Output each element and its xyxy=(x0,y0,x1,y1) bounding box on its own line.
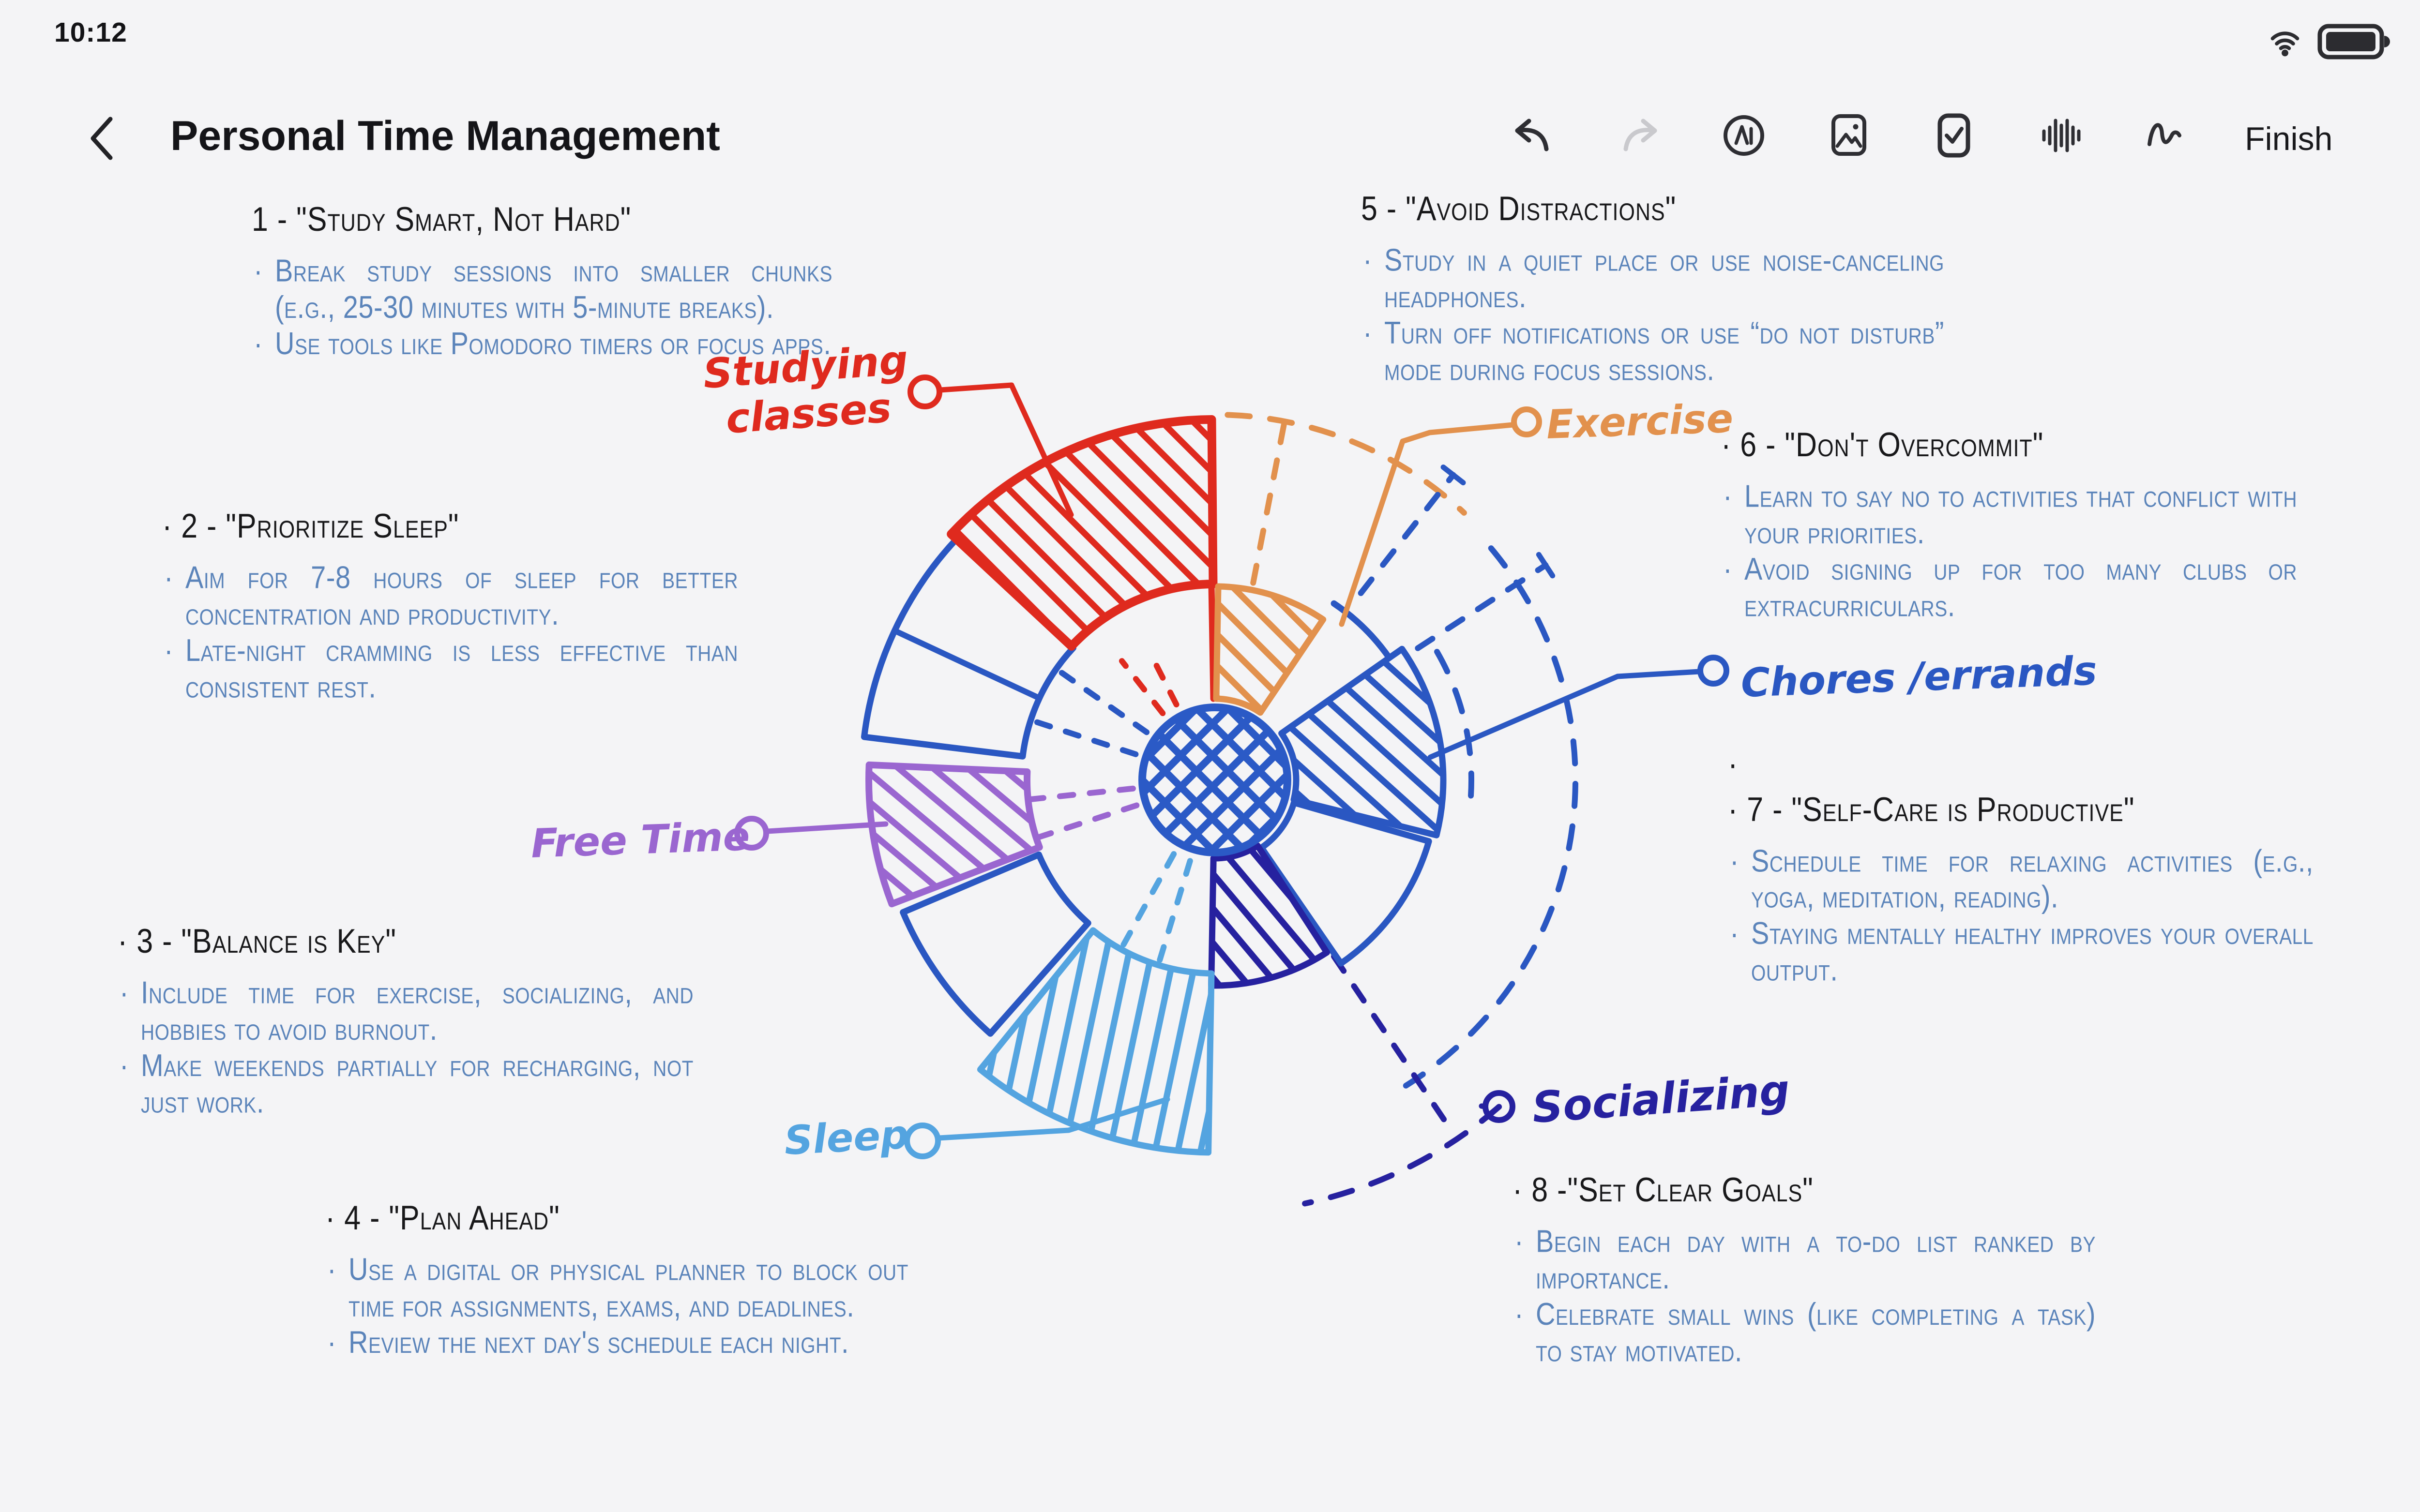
note-bullet: Late-night cramming is less effective th… xyxy=(162,632,738,705)
note-bullet: Aim for 7-8 hours of sleep for better co… xyxy=(162,559,738,632)
ai-assistant-icon[interactable] xyxy=(1721,112,1767,159)
wedge-chores-errands xyxy=(1278,645,1447,838)
dashed-arc xyxy=(1302,1104,1502,1207)
page-title: Personal Time Management xyxy=(170,113,720,159)
empty-sector-outline xyxy=(861,536,1076,760)
dashed-arc xyxy=(1403,545,1578,1089)
solid-arc xyxy=(1331,600,1392,661)
label-socializing: Socializing xyxy=(1530,1065,1791,1133)
note-heading: 1 - "Study Smart, Not Hard" xyxy=(252,200,632,239)
note-plan-ahead: · 4 - "Plan Ahead" Use a digital or phys… xyxy=(325,1198,908,1361)
solid-radial xyxy=(1208,581,1217,702)
sector-divider xyxy=(892,628,1043,701)
dashed-arc xyxy=(1225,412,1467,516)
redo-icon[interactable] xyxy=(1616,112,1663,159)
note-bullet: Staying mentally healthy improves your o… xyxy=(1728,915,2314,988)
note-avoid-distractions: 5 - "Avoid Distractions" Study in a quie… xyxy=(1361,189,1944,388)
wedge-exercise xyxy=(1213,583,1327,716)
wedge-studying-classes xyxy=(947,415,1218,651)
hub-spoke xyxy=(1030,718,1139,757)
note-bullet: Begin each day with a to-do list ranked … xyxy=(1512,1223,2096,1296)
label-studying-classes-2: classes xyxy=(725,384,893,443)
connector-node-sleep xyxy=(904,1123,941,1159)
connector-node-chores-errands xyxy=(1697,655,1729,687)
handwriting-pen-icon[interactable] xyxy=(2144,112,2190,159)
hub-spoke xyxy=(1156,858,1193,966)
note-bullet: Study in a quiet place or use noise-canc… xyxy=(1361,242,1944,315)
hub-spoke xyxy=(1033,802,1140,841)
insert-image-icon[interactable] xyxy=(1826,112,1872,159)
connector-exercise xyxy=(1339,422,1516,627)
back-button[interactable] xyxy=(86,115,120,164)
connector-node-socializing xyxy=(1482,1090,1515,1123)
dashed-radial xyxy=(1250,421,1287,586)
note-heading: 5 - "Avoid Distractions" xyxy=(1361,189,1677,228)
label-exercise: Exercise xyxy=(1545,396,1734,448)
hub-spoke xyxy=(1147,650,1180,708)
wifi-icon xyxy=(2269,26,2301,60)
note-bullet: Learn to say no to activities that confl… xyxy=(1721,478,2297,551)
connector-chores-errands xyxy=(1427,669,1702,760)
wedge-free-time xyxy=(865,761,1043,908)
hub-spoke xyxy=(1119,851,1177,950)
chart-hub xyxy=(1138,704,1291,856)
label-chores-errands: Chores /errands xyxy=(1740,648,2098,706)
finish-button[interactable]: Finish xyxy=(2245,120,2333,157)
audio-waveform-icon[interactable] xyxy=(2037,112,2084,159)
note-bullet: Review the next day's schedule each nigh… xyxy=(325,1324,908,1361)
note-bullet: Break study sessions into smaller chunks… xyxy=(252,253,832,326)
dashed-radial xyxy=(1415,562,1549,651)
note-set-clear-goals: · 8 -"Set Clear Goals" Begin each day wi… xyxy=(1512,1170,2096,1369)
note-heading: · 3 - "Balance is Key" xyxy=(118,922,397,960)
connector-node-free-time xyxy=(734,816,769,851)
label-sleep: Sleep xyxy=(783,1112,910,1164)
note-heading: · 2 - "Prioritize Sleep" xyxy=(162,507,459,545)
hub-spoke xyxy=(1119,658,1166,717)
undo-icon[interactable] xyxy=(1510,112,1556,159)
note-heading: · 4 - "Plan Ahead" xyxy=(325,1198,560,1237)
wedge-sleep xyxy=(977,927,1215,1156)
checkbox-icon[interactable] xyxy=(1931,112,1977,159)
note-prioritize-sleep: · 2 - "Prioritize Sleep" Aim for 7-8 hou… xyxy=(162,506,738,705)
empty-sector-outline xyxy=(900,851,1091,1037)
stray-dot: · xyxy=(1728,745,1738,783)
dashed-radial-cap xyxy=(1440,464,1466,486)
note-dont-overcommit: · 6 - "Don't Overcommit" Learn to say no… xyxy=(1721,425,2297,624)
note-self-care: · · 7 - "Self-Care is Productive" Schedu… xyxy=(1728,744,2314,988)
dashed-radial xyxy=(1358,472,1456,596)
wedge-socializing xyxy=(1208,842,1330,989)
note-study-smart: 1 - "Study Smart, Not Hard" Break study … xyxy=(252,199,832,362)
connector-sleep xyxy=(936,1096,1170,1141)
connector-free-time xyxy=(765,821,889,834)
note-bullet: Turn off notifications or use “do not di… xyxy=(1361,315,1944,388)
note-bullet: Schedule time for relaxing activities (e… xyxy=(1728,843,2314,916)
note-bullet: Avoid signing up for too many clubs or e… xyxy=(1721,551,2297,624)
status-time: 10:12 xyxy=(54,17,127,48)
dashed-radial xyxy=(1331,953,1455,1135)
note-heading: · 6 - "Don't Overcommit" xyxy=(1721,425,2044,464)
note-bullet: Make weekends partially for recharging, … xyxy=(118,1048,694,1121)
battery-icon xyxy=(2317,23,2390,62)
note-balance-is-key: · 3 - "Balance is Key" Include time for … xyxy=(118,921,694,1120)
connector-node-exercise xyxy=(1511,406,1542,437)
note-heading: · 7 - "Self-Care is Productive" xyxy=(1728,790,2135,828)
dashed-radial-cap xyxy=(1536,552,1556,579)
hub-spoke xyxy=(1055,667,1150,735)
connector-studying-classes xyxy=(938,382,1074,518)
connector-node-studying-classes xyxy=(908,374,942,409)
note-bullet: Include time for exercise, socializing, … xyxy=(118,974,694,1048)
note-bullet: Use a digital or physical planner to blo… xyxy=(325,1251,908,1324)
status-icons xyxy=(2269,23,2390,62)
label-free-time: Free Time xyxy=(530,813,750,867)
hub-spoke xyxy=(1025,785,1136,803)
note-heading: · 8 -"Set Clear Goals" xyxy=(1512,1170,1814,1209)
note-bullet: Use tools like Pomodoro timers or focus … xyxy=(252,326,832,362)
empty-sector-outline xyxy=(1258,799,1432,967)
dashed-arc xyxy=(1434,649,1474,806)
note-bullet: Celebrate small wins (like completing a … xyxy=(1512,1296,2096,1369)
